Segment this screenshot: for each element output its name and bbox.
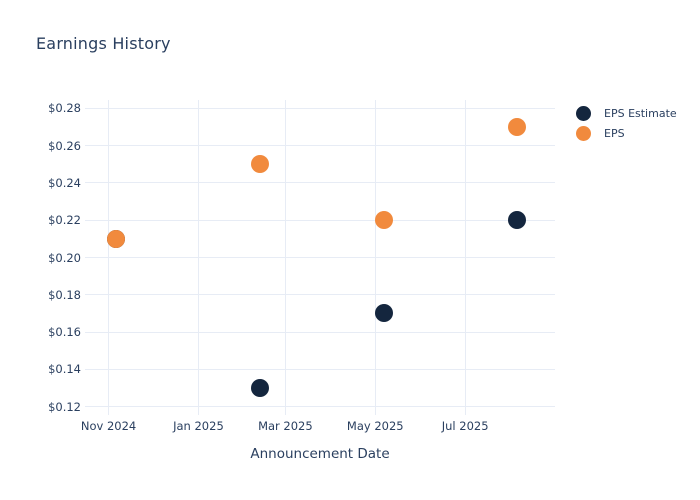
h-gridline: [85, 368, 555, 370]
h-gridline: [85, 257, 555, 258]
legend-label: EPS Estimate: [604, 106, 677, 120]
y-tick-label: $0.12: [48, 399, 81, 414]
v-gridline: [464, 100, 466, 415]
chart-title: Earnings History: [36, 34, 171, 53]
legend-label: EPS: [604, 126, 625, 140]
v-gridline: [197, 100, 199, 415]
data-point-eps[interactable]: [106, 229, 125, 248]
x-tick-label: Nov 2024: [80, 419, 137, 433]
y-tick-label: $0.20: [48, 250, 81, 265]
legend-item-eps[interactable]: EPS: [576, 123, 677, 143]
h-gridline: [85, 107, 555, 109]
data-point-eps-estimate[interactable]: [375, 304, 394, 323]
data-point-eps[interactable]: [251, 155, 270, 174]
y-tick-label: $0.28: [48, 101, 81, 116]
h-gridline: [85, 294, 555, 296]
x-tick-label: Mar 2025: [258, 419, 313, 433]
h-gridline: [85, 182, 555, 184]
y-tick-label: $0.18: [48, 287, 81, 302]
x-tick-label: Jan 2025: [173, 419, 224, 433]
y-tick-label: $0.22: [48, 213, 81, 228]
data-point-eps[interactable]: [507, 118, 526, 137]
y-tick-label: $0.24: [48, 175, 81, 190]
v-gridline: [284, 100, 286, 415]
h-gridline: [85, 219, 555, 221]
plot-area: [85, 100, 555, 415]
legend-marker-circle-icon: [576, 105, 591, 121]
y-tick-label: $0.14: [48, 362, 81, 377]
x-tick-label: Jul 2025: [441, 419, 489, 433]
h-gridline: [85, 331, 555, 333]
data-point-eps[interactable]: [375, 211, 394, 230]
v-gridline: [374, 100, 376, 415]
x-axis-title: Announcement Date: [250, 446, 390, 462]
x-tick-label: May 2025: [346, 419, 404, 433]
data-point-eps-estimate[interactable]: [507, 211, 526, 230]
y-tick-label: $0.26: [48, 138, 81, 153]
h-gridline: [85, 145, 555, 147]
data-point-eps-estimate[interactable]: [251, 378, 270, 397]
legend-marker-circle-icon: [576, 125, 591, 141]
h-gridline: [85, 406, 555, 408]
legend-item-eps-estimate[interactable]: EPS Estimate: [576, 103, 677, 123]
y-tick-label: $0.16: [48, 325, 81, 340]
legend: EPS Estimate EPS: [576, 103, 677, 143]
v-gridline: [108, 100, 110, 415]
